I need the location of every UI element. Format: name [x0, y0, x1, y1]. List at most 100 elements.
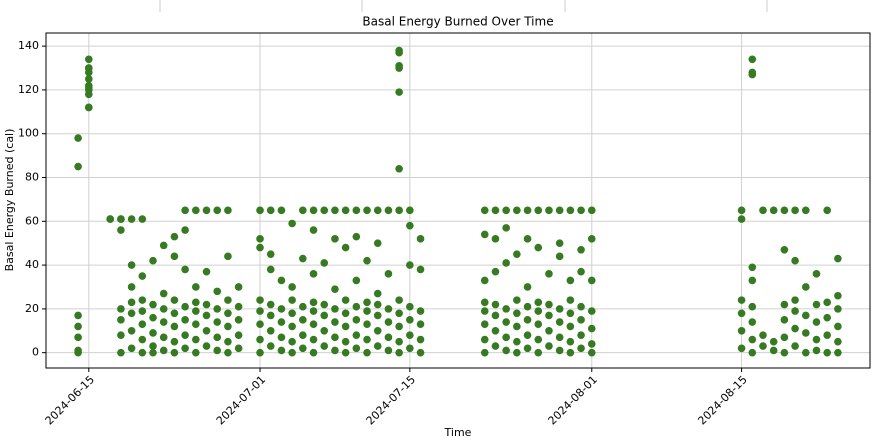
point: [320, 206, 329, 215]
point: [373, 289, 382, 298]
point: [363, 320, 371, 329]
point: [534, 320, 543, 329]
point: [181, 265, 189, 274]
point: [801, 329, 810, 337]
point: [159, 289, 168, 298]
point: [587, 324, 596, 333]
point: [341, 296, 350, 304]
point: [181, 344, 189, 353]
point: [299, 316, 307, 324]
point: [780, 245, 789, 254]
point: [352, 206, 361, 215]
point: [395, 164, 403, 173]
point: [513, 250, 521, 258]
point: [480, 276, 489, 285]
point: [737, 296, 746, 304]
point: [192, 307, 200, 315]
point: [138, 296, 147, 304]
point: [170, 296, 179, 304]
point: [384, 270, 393, 278]
point: [288, 309, 296, 318]
y-axis-label: Basal Energy Burned (cal): [3, 129, 16, 272]
point: [159, 305, 168, 313]
point: [416, 348, 425, 357]
point: [309, 270, 318, 278]
point: [491, 206, 500, 215]
point: [737, 215, 746, 223]
point: [812, 270, 821, 278]
point: [780, 300, 789, 309]
point: [513, 206, 521, 215]
point: [299, 344, 307, 353]
y-tick-label: 80: [25, 171, 39, 184]
point: [85, 75, 93, 83]
point: [480, 320, 489, 329]
point: [373, 206, 382, 215]
point: [812, 335, 821, 344]
point: [213, 305, 222, 313]
point: [170, 252, 179, 261]
point: [277, 276, 286, 285]
x-axis-label: Time: [444, 426, 472, 439]
point: [555, 346, 564, 355]
point: [801, 283, 810, 291]
point: [812, 300, 821, 309]
point: [801, 348, 810, 357]
point: [85, 103, 93, 112]
points: [74, 46, 842, 357]
point: [170, 337, 179, 346]
point: [759, 331, 767, 339]
point: [363, 307, 371, 315]
point: [513, 322, 521, 331]
point: [85, 83, 93, 92]
point: [74, 333, 82, 342]
point: [331, 235, 339, 243]
point: [277, 206, 286, 215]
point: [395, 88, 403, 96]
point: [74, 162, 82, 171]
point: [834, 254, 842, 263]
chart-title: Basal Energy Burned Over Time: [362, 15, 553, 29]
point: [202, 311, 211, 320]
point: [288, 348, 296, 357]
point: [480, 307, 489, 315]
point: [181, 206, 189, 215]
point: [117, 226, 125, 234]
point: [85, 64, 93, 72]
point: [748, 348, 757, 357]
y-tick-label: 60: [25, 214, 39, 227]
point: [480, 206, 489, 215]
point: [192, 335, 200, 344]
point: [309, 307, 318, 315]
point: [170, 322, 179, 331]
point: [341, 337, 350, 346]
point: [834, 337, 842, 346]
point: [299, 206, 307, 215]
point: [780, 348, 789, 357]
point: [384, 206, 393, 215]
point: [555, 206, 564, 215]
point: [138, 335, 147, 344]
point: [309, 320, 318, 329]
point: [277, 333, 286, 342]
point: [138, 348, 147, 357]
point: [791, 296, 799, 304]
x-tick-label: 2024-07-15: [364, 373, 418, 427]
point: [502, 259, 510, 267]
point: [801, 311, 810, 320]
point: [523, 283, 532, 291]
grid: [46, 33, 870, 368]
point: [181, 226, 189, 234]
point: [277, 305, 286, 313]
point: [791, 324, 799, 333]
point: [74, 311, 82, 320]
point: [256, 307, 264, 315]
point: [256, 243, 264, 252]
point: [331, 285, 339, 293]
point: [149, 342, 157, 350]
point: [416, 265, 425, 274]
point: [138, 307, 147, 315]
point: [523, 302, 532, 311]
y-tick-label: 120: [18, 83, 39, 96]
